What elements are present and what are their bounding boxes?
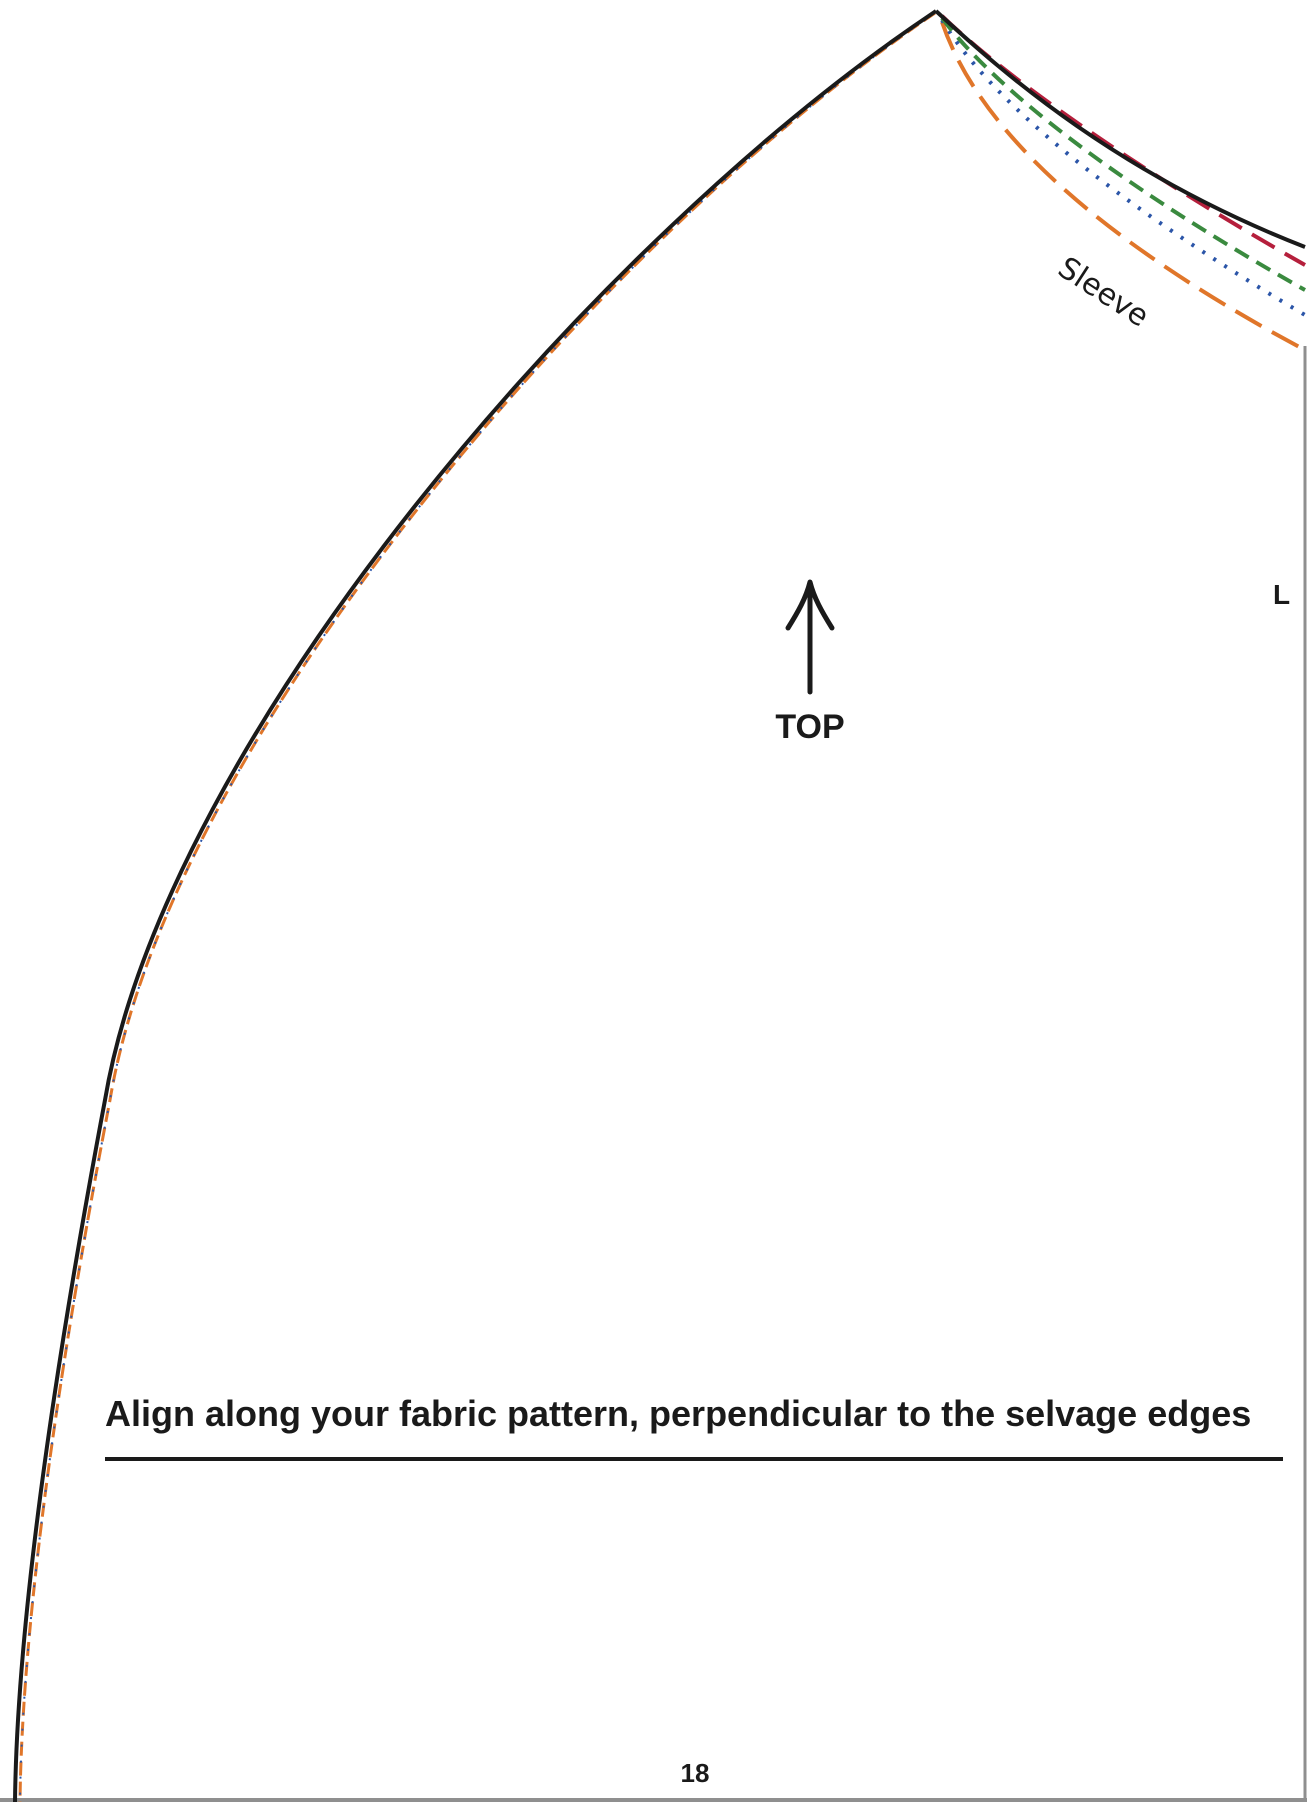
size-label: L: [1273, 579, 1290, 610]
sleeve-blue-line: [940, 18, 1307, 317]
grainline-top-label: TOP: [775, 708, 844, 746]
grainline-arrow-icon: [785, 579, 835, 695]
page-number: 18: [681, 1758, 710, 1788]
left-edge-orange-line: [18, 11, 936, 1802]
sleeve-orange-line: [940, 21, 1306, 352]
sleeve-red-line: [940, 14, 1306, 267]
left-edge-outer-cut-line: [13, 9, 938, 1802]
sleeve-outer-cut-line: [934, 9, 1306, 249]
left-edge-blue-line: [19, 12, 936, 1802]
sleeve-green-line: [940, 16, 1306, 292]
sleeve-label: Sleeve: [1052, 250, 1155, 334]
alignment-instruction: Align along your fabric pattern, perpend…: [105, 1393, 1251, 1434]
